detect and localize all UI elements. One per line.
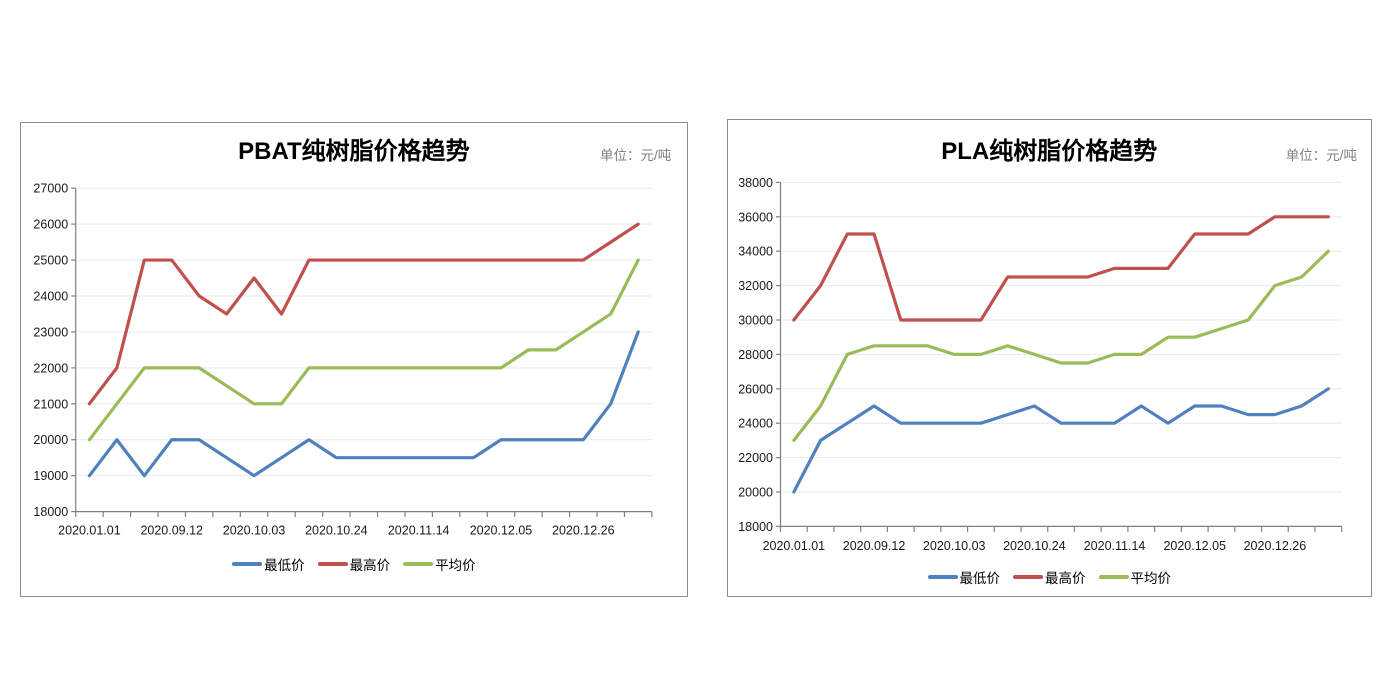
x-tick-label: 2020.10.24 xyxy=(305,524,368,538)
chart-title-pbat: PBAT纯树脂价格趋势 xyxy=(238,138,470,166)
y-tick-label: 28000 xyxy=(738,348,773,362)
x-tick-label: 2020.11.14 xyxy=(1083,539,1145,553)
y-tick-label: 30000 xyxy=(738,314,773,328)
y-tick-label: 19000 xyxy=(33,470,68,484)
series-line-avg xyxy=(791,249,1330,443)
line-chart-pla: 18000 20000 22000 24000 26000 28000 30000 32000… xyxy=(738,176,1342,553)
y-tick-label: 23000 xyxy=(33,326,68,340)
y-tick-label: 27000 xyxy=(33,182,68,196)
x-tick-label: 2020.12.05 xyxy=(469,524,532,538)
x-tick-label: 2020.01.01 xyxy=(58,524,121,538)
x-tick-label: 2020.12.05 xyxy=(1163,539,1226,553)
series-line-max xyxy=(791,215,1330,322)
unit-note-pbat: 单位：元/吨 xyxy=(600,148,672,164)
x-tick-label: 2020.09.12 xyxy=(140,524,203,538)
legend-label: 平均价 xyxy=(1130,571,1172,587)
legend-swatch xyxy=(1013,575,1043,580)
y-tick-label: 38000 xyxy=(738,176,773,190)
legend-swatch xyxy=(317,562,348,567)
legend-item-max: 最高价 xyxy=(317,554,391,574)
x-tick-label: 2020.01.01 xyxy=(762,539,825,553)
legend-item-avg: 平均价 xyxy=(1098,567,1172,587)
legend-item-min: 最低价 xyxy=(232,554,305,574)
y-tick-label: 26000 xyxy=(33,218,68,232)
unit-note-pla: 单位：元/吨 xyxy=(1285,148,1357,164)
legend-item-min: 最低价 xyxy=(927,567,1001,587)
x-tick-label: 2020.12.26 xyxy=(552,524,615,538)
y-tick-label: 32000 xyxy=(738,279,773,293)
legend-label: 平均价 xyxy=(435,558,476,574)
chart-panel-pla: PLA纯树脂价格趋势 单位：元/吨 18000 20000 22000 24000 26… xyxy=(726,119,1372,598)
legend-swatch xyxy=(927,575,958,580)
legend-label: 最高价 xyxy=(1045,571,1086,587)
y-tick-label: 36000 xyxy=(738,211,773,225)
chart-panel-pbat: PBAT纯树脂价格趋势 单位：元/吨 18000 19000 20000 21000 2… xyxy=(19,122,689,598)
series-line-avg xyxy=(87,258,640,442)
line-chart-pbat: 18000 19000 20000 21000 22000 23000 24000 25000… xyxy=(33,182,653,538)
x-tick-label: 2020.12.26 xyxy=(1243,539,1306,553)
legend-pla: 最低价 最高价 平均价 xyxy=(728,567,1372,587)
legend-swatch xyxy=(403,562,434,567)
x-tick-label: 2020.11.14 xyxy=(387,524,449,538)
y-tick-label: 22000 xyxy=(33,362,68,376)
legend-label: 最高价 xyxy=(349,558,391,574)
legend-swatch xyxy=(232,562,263,567)
y-tick-label: 18000 xyxy=(33,505,68,519)
series-line-max xyxy=(87,222,640,406)
y-tick-label: 24000 xyxy=(738,417,773,431)
y-tick-label: 26000 xyxy=(738,383,773,397)
y-tick-label: 21000 xyxy=(33,398,68,412)
y-tick-label: 24000 xyxy=(33,290,68,304)
series-line-min xyxy=(791,387,1330,494)
y-tick-label: 34000 xyxy=(738,245,773,259)
y-tick-label: 18000 xyxy=(738,520,773,534)
x-tick-label: 2020.10.24 xyxy=(1003,539,1066,553)
y-tick-label: 20000 xyxy=(33,434,68,448)
x-tick-label: 2020.10.03 xyxy=(922,539,985,553)
legend-item-avg: 平均价 xyxy=(403,554,476,574)
legend-swatch xyxy=(1098,575,1129,580)
y-tick-label: 20000 xyxy=(738,486,773,500)
legend-item-max: 最高价 xyxy=(1013,567,1086,587)
y-tick-label: 22000 xyxy=(738,451,773,465)
x-tick-label: 2020.09.12 xyxy=(842,539,905,553)
y-tick-label: 25000 xyxy=(33,254,68,268)
legend-pbat: 最低价 最高价 平均价 xyxy=(21,554,688,574)
legend-label: 最低价 xyxy=(264,558,305,574)
chart-title-pla: PLA纯树脂价格趋势 xyxy=(941,138,1158,166)
x-tick-label: 2020.10.03 xyxy=(222,524,285,538)
legend-label: 最低价 xyxy=(959,571,1001,587)
series-line-min xyxy=(87,330,640,478)
